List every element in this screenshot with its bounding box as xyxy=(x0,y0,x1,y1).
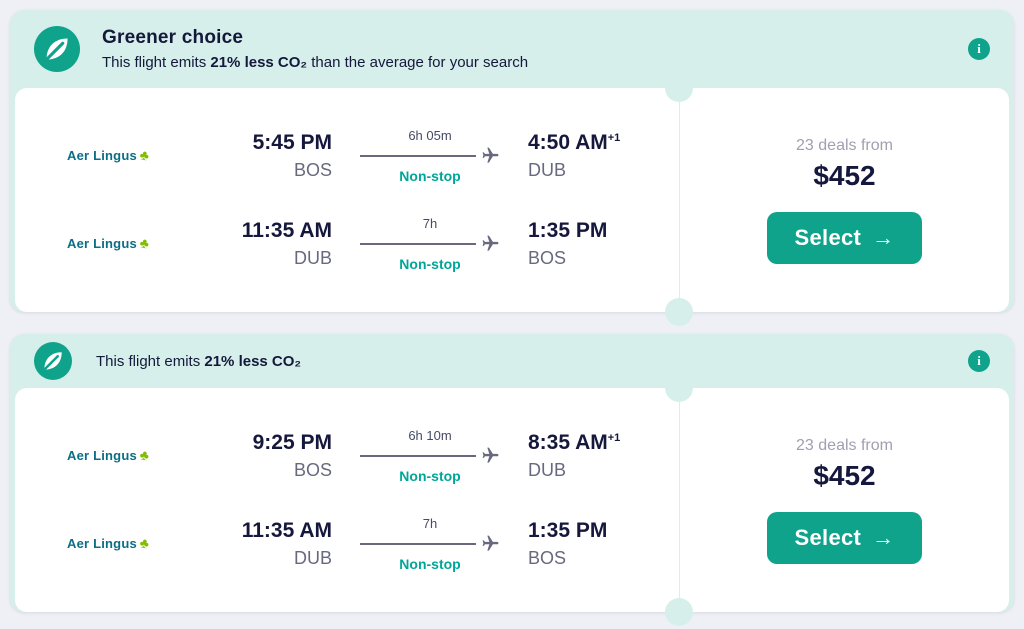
ticket-notch-top xyxy=(665,374,693,402)
return-leg: Aer Lingus♣ 11:35 AM DUB 7h Non-stop xyxy=(67,216,665,272)
emissions-banner: This flight emits 21% less CO₂ i xyxy=(10,334,1014,388)
next-day-indicator: +1 xyxy=(607,132,621,144)
route-info: 6h 05m Non-stop xyxy=(360,128,500,184)
emissions-message: This flight emits 21% less CO₂ xyxy=(96,352,302,370)
route-line xyxy=(360,454,476,457)
shamrock-icon: ♣ xyxy=(138,534,151,552)
emissions-highlight: 21% less CO₂ xyxy=(210,54,308,71)
arrival-time: 8:35 AM+1 xyxy=(528,431,621,454)
flight-card[interactable]: Aer Lingus♣ 9:25 PM BOS 6h 10m Non-stop xyxy=(15,374,1009,626)
info-icon[interactable]: i xyxy=(968,38,990,60)
route-info: 7h Non-stop xyxy=(360,516,500,572)
arrival-info: 1:35 PM BOS xyxy=(528,519,646,569)
deals-count: 23 deals from xyxy=(796,136,893,154)
departure-info: 11:35 AM DUB xyxy=(214,219,332,269)
stops-label: Non-stop xyxy=(399,556,461,572)
shamrock-icon: ♣ xyxy=(138,146,151,164)
flight-result-group-2: This flight emits 21% less CO₂ i Aer Lin… xyxy=(10,334,1014,626)
outbound-leg: Aer Lingus♣ 5:45 PM BOS 6h 05m Non-stop xyxy=(67,128,665,184)
outbound-leg: Aer Lingus♣ 9:25 PM BOS 6h 10m Non-stop xyxy=(67,428,665,484)
info-icon[interactable]: i xyxy=(968,350,990,372)
arrival-airport: DUB xyxy=(528,460,567,480)
shamrock-icon: ♣ xyxy=(138,446,151,464)
departure-info: 11:35 AM DUB xyxy=(214,519,332,569)
departure-info: 5:45 PM BOS xyxy=(214,131,332,181)
arrival-airport: BOS xyxy=(528,548,567,568)
stops-label: Non-stop xyxy=(399,468,461,484)
airplane-icon xyxy=(482,535,499,551)
flight-duration: 6h 10m xyxy=(408,428,452,443)
stops-label: Non-stop xyxy=(399,256,461,272)
arrival-time: 1:35 PM xyxy=(528,519,608,542)
arrival-time: 1:35 PM xyxy=(528,219,608,242)
price: $452 xyxy=(813,459,876,491)
arrival-info: 8:35 AM+1 DUB xyxy=(528,431,646,481)
departure-time: 9:25 PM xyxy=(252,431,332,454)
next-day-indicator: +1 xyxy=(607,432,621,444)
aer-lingus-logo: Aer Lingus♣ xyxy=(67,446,151,464)
return-leg: Aer Lingus♣ 11:35 AM DUB 7h Non-stop xyxy=(67,516,665,572)
select-button[interactable]: Select → xyxy=(766,511,923,564)
route-info: 7h Non-stop xyxy=(360,216,500,272)
arrival-time: 4:50 AM+1 xyxy=(528,131,621,154)
itinerary-section: Aer Lingus♣ 9:25 PM BOS 6h 10m Non-stop xyxy=(15,388,679,612)
flight-result-group-1: Greener choice This flight emits 21% les… xyxy=(10,10,1014,326)
departure-info: 9:25 PM BOS xyxy=(214,431,332,481)
price-panel: 23 deals from $452 Select → xyxy=(665,74,1009,326)
arrival-info: 4:50 AM+1 DUB xyxy=(528,131,646,181)
departure-airport: BOS xyxy=(293,160,332,180)
deals-count: 23 deals from xyxy=(796,436,893,454)
stops-label: Non-stop xyxy=(399,168,461,184)
arrival-airport: DUB xyxy=(528,160,567,180)
flight-duration: 7h xyxy=(422,516,438,531)
departure-airport: DUB xyxy=(293,248,332,268)
departure-airport: BOS xyxy=(293,460,332,480)
arrow-right-icon: → xyxy=(872,224,895,250)
itinerary-section: Aer Lingus♣ 5:45 PM BOS 6h 05m Non-stop xyxy=(15,88,679,312)
emissions-message: This flight emits 21% less CO₂ than the … xyxy=(102,54,529,71)
flight-duration: 6h 05m xyxy=(408,128,452,143)
departure-airport: DUB xyxy=(293,548,332,568)
emissions-highlight: 21% less CO₂ xyxy=(204,352,302,370)
flight-duration: 7h xyxy=(422,216,438,231)
route-line xyxy=(360,154,476,157)
arrow-right-icon: → xyxy=(872,524,895,550)
price-panel: 23 deals from $452 Select → xyxy=(665,374,1009,626)
route-line xyxy=(360,242,476,245)
ticket-notch-bottom xyxy=(665,598,693,626)
greener-choice-title: Greener choice xyxy=(102,27,244,48)
route-info: 6h 10m Non-stop xyxy=(360,428,500,484)
leaf-icon xyxy=(34,342,72,380)
ticket-notch-top xyxy=(665,74,693,102)
select-button[interactable]: Select → xyxy=(766,211,923,264)
aer-lingus-logo: Aer Lingus♣ xyxy=(67,534,151,552)
leaf-icon xyxy=(34,26,80,72)
ticket-notch-bottom xyxy=(665,298,693,326)
flight-card[interactable]: Aer Lingus♣ 5:45 PM BOS 6h 05m Non-stop xyxy=(15,74,1009,326)
aer-lingus-logo: Aer Lingus♣ xyxy=(67,234,151,252)
greener-choice-text: Greener choice This flight emits 21% les… xyxy=(102,27,528,71)
aer-lingus-logo: Aer Lingus♣ xyxy=(67,146,151,164)
departure-time: 11:35 AM xyxy=(241,519,332,542)
greener-choice-banner: Greener choice This flight emits 21% les… xyxy=(10,10,1014,88)
airplane-icon xyxy=(482,235,499,251)
arrival-info: 1:35 PM BOS xyxy=(528,219,646,269)
shamrock-icon: ♣ xyxy=(138,234,151,252)
airplane-icon xyxy=(482,447,499,463)
price: $452 xyxy=(813,159,876,191)
route-line xyxy=(360,542,476,545)
departure-time: 5:45 PM xyxy=(252,131,332,154)
arrival-airport: BOS xyxy=(528,248,567,268)
airplane-icon xyxy=(482,147,499,163)
departure-time: 11:35 AM xyxy=(241,219,332,242)
